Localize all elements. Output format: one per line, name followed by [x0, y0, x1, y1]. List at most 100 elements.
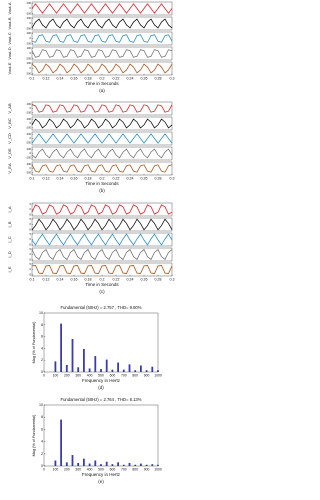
y-tick-label: -200 — [26, 41, 32, 45]
y-tick-label: -5 — [29, 213, 32, 217]
y-tick-label: 200 — [27, 102, 32, 106]
y-tick-label: 5 — [30, 247, 32, 251]
caption: (e) — [98, 479, 104, 484]
x-axis-label: Time in Seconds — [85, 282, 119, 287]
strip-frame — [31, 262, 173, 277]
bar — [83, 348, 85, 372]
x-tick-label: 100 — [53, 467, 59, 471]
x-tick-label: 0.26 — [141, 76, 148, 80]
y-tick-label: 0 — [30, 267, 32, 271]
x-tick-label: 800 — [132, 373, 138, 377]
y-tick-label: 0 — [30, 121, 32, 125]
x-tick-label: 0.2 — [100, 277, 105, 281]
bar — [71, 338, 74, 372]
waveform — [31, 118, 173, 129]
chart-title: Fundamental (50Hz) = 2.757 , THD= 9.60% — [61, 305, 142, 310]
x-axis-label: Time in Seconds — [85, 181, 119, 186]
waveform — [31, 3, 173, 14]
y-tick-label: -200 — [26, 56, 32, 60]
x-tick-label: 600 — [110, 373, 116, 377]
y-tick-label: 0 — [30, 66, 32, 70]
series-label: Vout-D — [7, 47, 12, 59]
series-label: I_D — [7, 251, 12, 257]
strip-frame — [31, 46, 173, 61]
figure: -2000200Vout-A-2000200Vout-B-2000200Vout… — [7, 1, 175, 484]
x-tick-label: 0.24 — [127, 277, 134, 281]
x-tick-label: 0.3 — [170, 176, 175, 180]
waveform — [31, 34, 173, 43]
x-tick-label: 1000 — [154, 467, 162, 471]
x-tick-label: 0.22 — [113, 76, 120, 80]
bar — [105, 461, 108, 466]
y-tick-label: 0 — [30, 36, 32, 40]
x-tick-label: 0.12 — [43, 76, 50, 80]
y-tick-label: 0 — [30, 51, 32, 55]
waveform — [31, 133, 173, 144]
y-tick-label: 0 — [41, 370, 43, 374]
bar — [88, 368, 91, 372]
x-tick-label: 0 — [43, 373, 45, 377]
x-tick-label: 0.26 — [141, 277, 148, 281]
x-tick-label: 400 — [87, 373, 93, 377]
series-label: I_C — [7, 236, 12, 242]
series-label: Vout-A — [7, 2, 12, 14]
waveform — [31, 63, 173, 74]
x-tick-label: 0.3 — [170, 76, 175, 80]
x-tick-label: 200 — [64, 373, 70, 377]
y-tick-label: -200 — [26, 156, 32, 160]
series-label: Vout-C — [7, 32, 12, 44]
y-tick-label: 8 — [41, 323, 43, 327]
y-tick-label: 0 — [30, 21, 32, 25]
bar — [94, 356, 97, 372]
strip-frame — [31, 31, 173, 46]
y-tick-label: 0 — [30, 166, 32, 170]
y-tick-label: -5 — [29, 258, 32, 262]
x-tick-label: 0.18 — [85, 277, 92, 281]
waveform — [31, 204, 173, 215]
y-tick-label: 5 — [30, 217, 32, 221]
x-tick-label: 0.28 — [155, 176, 162, 180]
bar — [151, 464, 154, 466]
series-label: Vout-B — [7, 17, 12, 29]
y-tick-label: -5 — [29, 228, 32, 232]
bar — [128, 364, 131, 372]
bar — [65, 462, 68, 466]
y-tick-label: 0 — [30, 207, 32, 211]
strip-frame — [31, 161, 173, 176]
y-tick-label: 0 — [30, 136, 32, 140]
y-tick-label: -5 — [29, 243, 32, 247]
x-tick-label: 700 — [121, 467, 127, 471]
waveform — [31, 248, 173, 261]
y-tick-label: 200 — [27, 46, 32, 50]
bar — [83, 458, 85, 466]
x-tick-label: 900 — [144, 373, 150, 377]
y-tick-label: -200 — [26, 141, 32, 145]
waveform — [31, 18, 173, 29]
chart-title: Fundamental (50Hz) = 2.764 , THD= 8.13% — [61, 397, 142, 402]
y-tick-label: -200 — [26, 126, 32, 130]
x-tick-label: 400 — [87, 467, 93, 471]
waveform — [31, 233, 173, 246]
y-tick-label: 10 — [39, 311, 43, 315]
waveform — [31, 148, 173, 159]
x-tick-label: 0.1 — [30, 277, 35, 281]
bar — [88, 463, 91, 466]
x-tick-label: 0.3 — [170, 277, 175, 281]
x-tick-label: 700 — [121, 373, 127, 377]
bar — [65, 364, 68, 372]
waveform — [31, 164, 173, 173]
x-tick-label: 0.28 — [155, 277, 162, 281]
y-tick-label: 200 — [27, 147, 32, 151]
x-axis-label: Frequency in Hertz — [82, 472, 121, 477]
x-tick-label: 0.16 — [71, 277, 78, 281]
x-tick-label: 0.24 — [127, 76, 134, 80]
y-tick-label: 2 — [41, 358, 43, 362]
y-tick-label: 0 — [30, 6, 32, 10]
y-tick-label: 200 — [27, 61, 32, 65]
y-tick-label: 0 — [41, 464, 43, 468]
series-label: I_A — [7, 206, 12, 212]
bar — [151, 366, 154, 372]
bar — [117, 362, 119, 372]
x-tick-label: 300 — [75, 373, 81, 377]
y-tick-label: 4 — [41, 440, 43, 444]
